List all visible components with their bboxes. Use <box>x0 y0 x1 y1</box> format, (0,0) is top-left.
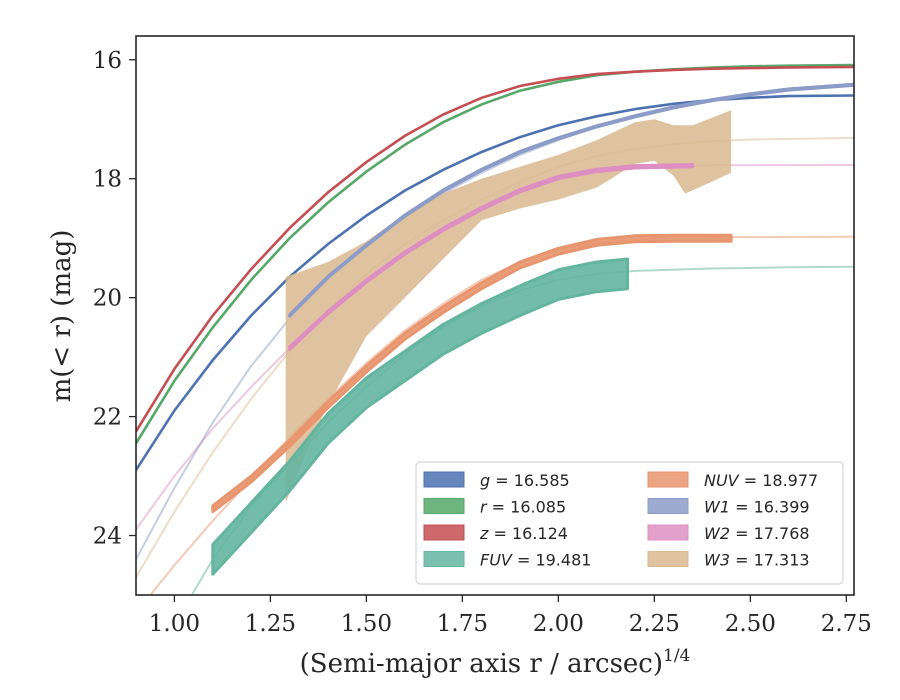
legend-swatch <box>647 471 689 488</box>
legend-entry: r = 16.085 <box>480 498 566 517</box>
legend-entry: W2 = 17.768 <box>704 524 810 543</box>
legend-value: = 16.124 <box>488 524 568 543</box>
legend-swatch <box>423 551 465 567</box>
legend-swatch <box>647 524 689 541</box>
y-tick-label: 16 <box>93 48 122 74</box>
x-tick-label: 1.00 <box>149 611 200 637</box>
legend-value: = 17.768 <box>730 524 810 543</box>
y-tick-label: 22 <box>93 405 122 431</box>
legend-value: = 16.585 <box>490 471 570 490</box>
legend-band-name: NUV <box>704 471 740 490</box>
legend-entry: NUV = 18.977 <box>704 471 818 490</box>
plot-frame <box>135 35 855 596</box>
legend-swatch <box>647 498 689 514</box>
x-axis: 1.00 1.25 1.50 1.75 2.00 2.25 2.50 2.75 <box>149 595 872 637</box>
series-band <box>285 110 732 503</box>
legend-swatch <box>423 498 465 514</box>
legend-swatch <box>423 471 465 488</box>
x-tick-label: 2.00 <box>533 611 584 637</box>
legend-value: = 18.977 <box>739 471 819 490</box>
x-tick-label: 1.75 <box>437 611 488 637</box>
legend-value: = 16.399 <box>730 498 810 517</box>
y-axis-title: m(< r) (mag) <box>47 230 77 403</box>
x-tick-label: 2.75 <box>821 611 872 637</box>
legend-entry: W3 = 17.313 <box>704 551 810 570</box>
legend-value: = 16.085 <box>487 498 567 517</box>
legend-band-name: W1 <box>704 498 730 517</box>
legend-box <box>415 461 844 585</box>
legend-entry: W1 = 16.399 <box>704 498 810 517</box>
x-tick-label: 2.50 <box>725 611 776 637</box>
x-tick-label: 2.25 <box>629 611 680 637</box>
x-tick-label: 1.50 <box>341 611 392 637</box>
series-band <box>211 233 733 514</box>
x-axis-title-superscript: 1/4 <box>663 646 690 666</box>
y-tick-label: 24 <box>93 524 122 550</box>
series-band <box>288 82 854 318</box>
x-tick-label: 1.25 <box>245 611 296 637</box>
y-tick-label: 18 <box>93 167 122 193</box>
legend-band-name: z <box>479 524 489 543</box>
legend-band-name: FUV <box>480 551 513 570</box>
legend-band-name: W3 <box>704 551 730 570</box>
legend-band-name: g <box>480 471 490 490</box>
x-axis-title: (Semi-major axis r / arcsec)1/4 <box>300 646 691 679</box>
legend-value: = 19.481 <box>512 551 592 570</box>
series-band <box>211 257 629 576</box>
y-tick-label: 20 <box>93 286 122 312</box>
legend-entry: z = 16.124 <box>479 524 568 543</box>
legend-entry: g = 16.585 <box>480 471 570 490</box>
x-axis-title-text: (Semi-major axis r / arcsec) <box>300 649 663 679</box>
series-model-line <box>136 65 854 433</box>
series-layer <box>136 63 854 595</box>
legend-band-name: W2 <box>704 524 730 543</box>
legend-swatch <box>647 551 689 567</box>
legend-entry: FUV = 19.481 <box>480 551 591 570</box>
y-axis: 16 18 20 22 24 <box>93 48 136 550</box>
series-band <box>288 163 695 351</box>
legend-value: = 17.313 <box>730 551 810 570</box>
legend-swatch <box>423 524 465 541</box>
legend-band-name: r <box>480 498 488 517</box>
